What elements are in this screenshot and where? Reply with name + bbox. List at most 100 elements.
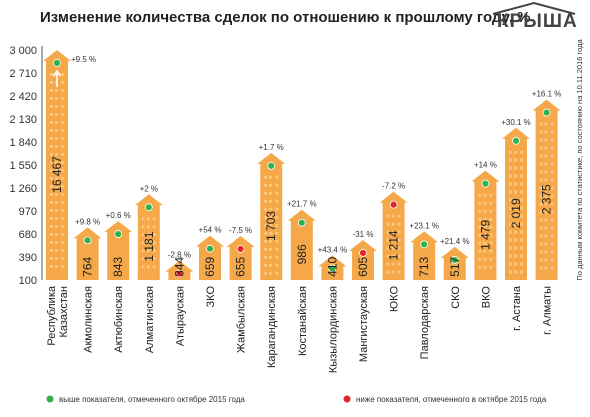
window (539, 234, 543, 238)
bar-windows (386, 214, 401, 274)
y-tick-label: 2 420 (9, 91, 37, 103)
window (61, 153, 64, 156)
window (61, 161, 64, 164)
y-tick-label: 1 840 (9, 137, 37, 149)
window (544, 162, 548, 166)
window (483, 209, 487, 213)
window (544, 266, 548, 270)
status-dot (206, 244, 214, 253)
window (61, 209, 64, 212)
bar-house: +0.6 % 843 (104, 211, 133, 280)
window (544, 218, 548, 222)
change-label: +30.1 % (501, 118, 531, 127)
change-label: +21.7 % (287, 200, 317, 209)
change-label: +23.1 % (409, 221, 439, 230)
window (539, 146, 543, 150)
bar-house: +16.1 % 2 375 (532, 90, 561, 280)
value-label: 986 (295, 244, 309, 264)
window (509, 246, 512, 250)
y-tick-label: 2 710 (9, 68, 37, 80)
change-label: +9.5 % (71, 55, 96, 64)
window (489, 249, 493, 253)
category-label-line: Кызылординская (327, 286, 339, 373)
category-label-line: Карагандинская (266, 286, 278, 368)
window (269, 247, 273, 251)
window (146, 249, 150, 253)
window (61, 129, 64, 132)
window (391, 214, 395, 218)
window (61, 233, 64, 236)
window (55, 161, 58, 164)
value-label: 1 181 (142, 231, 156, 261)
window (269, 271, 273, 275)
window (55, 121, 58, 124)
overflow-arrowhead-icon (52, 69, 62, 77)
change-label: +0.6 % (106, 211, 131, 220)
window (152, 257, 156, 261)
window (55, 225, 58, 228)
bar-house: +54 % 659 (196, 226, 224, 280)
window (386, 254, 390, 258)
category-label-line: г. Астана (511, 285, 523, 331)
window (275, 207, 279, 211)
window (55, 105, 58, 108)
window (146, 265, 150, 269)
window (539, 122, 543, 126)
y-tick-label: 1 260 (9, 183, 37, 195)
window (539, 162, 543, 166)
window (275, 247, 279, 251)
category-label: ЮКО (389, 286, 401, 312)
window (550, 258, 554, 262)
window (386, 222, 390, 226)
window (386, 214, 390, 218)
window (520, 174, 523, 178)
window (514, 238, 517, 242)
status-dot (53, 59, 61, 67)
window (55, 265, 58, 268)
status-dot (236, 245, 245, 253)
window (489, 257, 493, 261)
status-dot (114, 230, 123, 238)
category-label-line: Костанайская (297, 286, 309, 356)
window (539, 250, 543, 254)
status-dot (144, 203, 153, 212)
value-label: 410 (325, 256, 339, 276)
window (50, 177, 53, 180)
category-label: РеспубликаКазахстан (46, 285, 70, 345)
status-dot (542, 108, 551, 117)
window (539, 226, 543, 230)
window (275, 231, 279, 235)
category-label-line: Атырауская (174, 286, 186, 346)
window (509, 158, 512, 162)
window (391, 262, 395, 266)
bar-house: +21.7 % 986 (287, 200, 317, 280)
window (509, 166, 512, 170)
window (539, 186, 543, 190)
category-label: Мангистауская (358, 286, 370, 362)
value-label: 344 (172, 256, 186, 276)
window (550, 218, 554, 222)
y-tick-label: 1 550 (9, 160, 37, 172)
window (61, 177, 64, 180)
window (539, 210, 543, 214)
window (478, 249, 482, 253)
window (520, 246, 523, 250)
legend: выше показателя, отмеченного октябре 201… (46, 395, 547, 404)
window (61, 249, 64, 252)
window (61, 217, 64, 220)
window (269, 183, 273, 187)
window (55, 249, 58, 252)
chart-title: Изменение количества сделок по отношению… (40, 9, 531, 26)
window (509, 270, 512, 274)
window (478, 225, 482, 229)
window (397, 246, 401, 250)
window (539, 266, 543, 270)
window (61, 241, 64, 244)
bar-house: +43.4 % 410 (318, 245, 347, 280)
window (509, 238, 512, 242)
window (520, 238, 523, 242)
window (264, 239, 268, 243)
window (269, 231, 273, 235)
window (264, 223, 268, 227)
window (146, 233, 150, 237)
